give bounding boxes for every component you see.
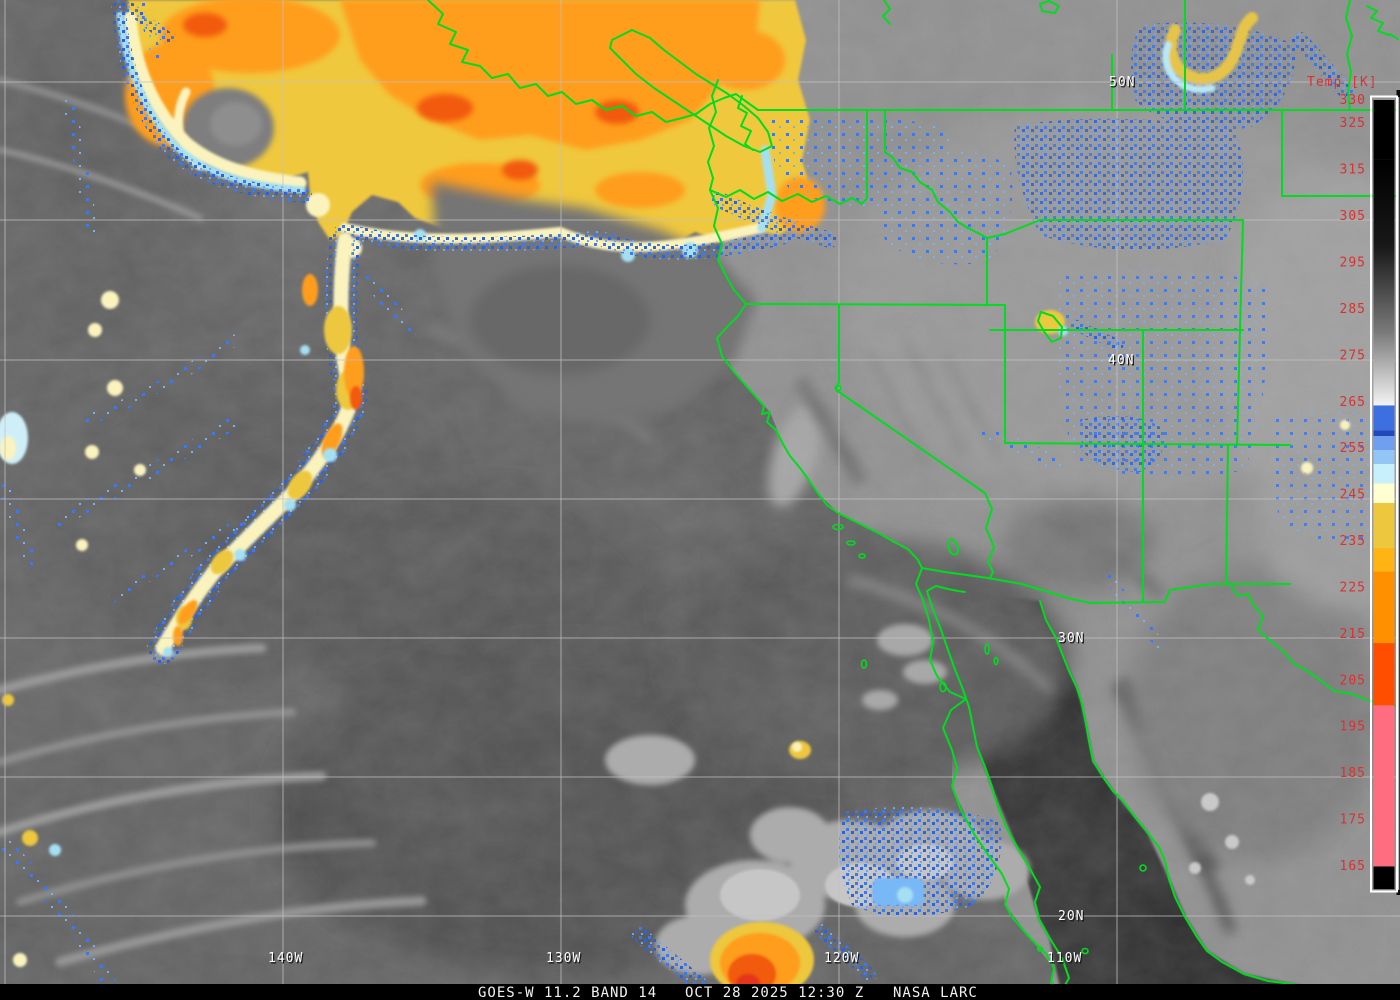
scale-tick-label: 175: [1340, 813, 1366, 828]
caption-text-segment: NASA LARC: [893, 985, 978, 1000]
lake-tahoe: [834, 384, 842, 392]
colorbar-segment: [1373, 450, 1395, 464]
grid-label: 30N: [1058, 631, 1084, 646]
grid-label-shadow: 110W: [1048, 952, 1083, 967]
grid-label: 40N: [1108, 353, 1134, 368]
grid-label: 110W: [1047, 951, 1082, 966]
grid-label-shadow: 40N: [1109, 354, 1135, 369]
colorbar-segment: [1373, 430, 1395, 437]
caption-bar: GOES-W 11.2 BAND 14 OCT 28 2025 12:30 Z NA…: [0, 984, 1400, 1000]
border-wa-coast: [707, 79, 719, 191]
colorbar-segment: [1373, 866, 1395, 890]
border-canada-east: [1345, 0, 1353, 111]
canada-lakes: [1039, 0, 1399, 40]
grid-label: 130W: [546, 951, 581, 966]
caption-text-segment: OCT 28 2025 12:30 Z: [685, 985, 864, 1000]
border-mt-nd: [1281, 109, 1400, 197]
scale-tick-label: 325: [1340, 116, 1366, 131]
colorbar-segments: [1373, 100, 1395, 890]
colorbar-segment: [1373, 436, 1395, 451]
border-co-east: [1236, 329, 1241, 446]
border-rio-grande: [1229, 583, 1400, 708]
colorbar-segment: [1373, 405, 1395, 431]
colorbar-segment: [1373, 502, 1395, 549]
grid-label: 140W: [268, 951, 303, 966]
scale-tick-label: 295: [1340, 255, 1366, 270]
border-wy-east: [1239, 219, 1244, 331]
border-bc-coast: [427, 0, 759, 123]
scale-tick-label: 330: [1340, 93, 1366, 108]
grid-label-shadow: 130W: [547, 952, 582, 967]
great-salt-lake: [1037, 311, 1063, 343]
border-baja-outer: [915, 567, 1062, 993]
salton-sea: [947, 538, 959, 556]
scale-tick-label: 205: [1340, 673, 1366, 688]
border-or-coast: [709, 189, 747, 305]
colorbar-frame: [1370, 95, 1398, 893]
border-vancouver-island: [609, 29, 773, 153]
scale-tick-label: 305: [1340, 209, 1366, 224]
scale-tick-label: 245: [1340, 488, 1366, 503]
scale-tick-label: 185: [1340, 766, 1366, 781]
colorbar-segment: [1373, 463, 1395, 484]
scale-tick-label: 195: [1340, 720, 1366, 735]
border-ca-nv: [835, 304, 995, 579]
grid-label-shadow: 120W: [825, 952, 860, 967]
border-bc-ab: [882, 0, 891, 25]
caption-text-segment: GOES-W 11.2 BAND 14: [478, 985, 657, 1000]
islands: [832, 523, 1147, 955]
grid-label: 50N: [1109, 75, 1135, 90]
scale-tick-label: 265: [1340, 395, 1366, 410]
scale-title: Temp [K]: [1307, 75, 1378, 90]
temperature-scale: Temp [K] 330 325 315 305 295 285 275 265 255 245 2…: [1307, 75, 1400, 895]
scale-tick-label: 225: [1340, 580, 1366, 595]
scale-tick-label: 255: [1340, 441, 1366, 456]
scale-tick-label: 275: [1340, 348, 1366, 363]
border-wa-or: [709, 189, 868, 205]
grid-label-shadow: 20N: [1059, 910, 1085, 925]
blue-speckle-fringe: [63, 0, 838, 260]
colorbar-segment: [1373, 571, 1395, 644]
scale-tick-label: 315: [1340, 163, 1366, 178]
border-nm-tx: [1225, 444, 1229, 585]
grid-label-shadow: 30N: [1059, 632, 1085, 647]
border-id-mt: [884, 109, 1244, 239]
scale-tick-labels: 330 325 315 305 295 285 275 265 255 245 235 225 215 2…: [1340, 93, 1366, 874]
left-edge-clouds: [0, 2, 174, 992]
colorbar-segment: [1373, 159, 1395, 406]
grid-label: 120W: [824, 951, 859, 966]
colorbar-segment: [1373, 548, 1395, 572]
caption-background: [0, 984, 1400, 1000]
border-puget-sound: [737, 95, 754, 151]
secondary-streaks: [53, 273, 417, 605]
montana-gold-cyan: [1162, 12, 1258, 93]
scale-tick-label: 215: [1340, 627, 1366, 642]
colorbar-segment: [1373, 483, 1395, 503]
land-cloud-speckle: [769, 22, 1399, 650]
border-37n: [1004, 442, 1291, 446]
border-42n: [745, 303, 1006, 306]
scale-tick-label: 285: [1340, 302, 1366, 317]
storm-deep-orange: [183, 13, 639, 180]
grid-label-shadow: 140W: [269, 952, 304, 967]
colorbar-segment: [1373, 100, 1395, 160]
scale-tick-label: 235: [1340, 534, 1366, 549]
grid-label-shadow: 50N: [1110, 76, 1136, 91]
border-ca-coast: [716, 303, 923, 569]
colorbar-segment: [1373, 643, 1395, 706]
grid-label: 20N: [1058, 909, 1084, 924]
scale-tick-label: 165: [1340, 859, 1366, 874]
geo-borders: [427, 0, 1400, 1000]
border-baja-inner: [926, 585, 1070, 993]
colorbar-segment: [1373, 705, 1395, 867]
band-orange-streaks: [173, 274, 364, 646]
border-mexico: [921, 567, 1291, 604]
border-sonora-coast: [1039, 600, 1367, 1000]
